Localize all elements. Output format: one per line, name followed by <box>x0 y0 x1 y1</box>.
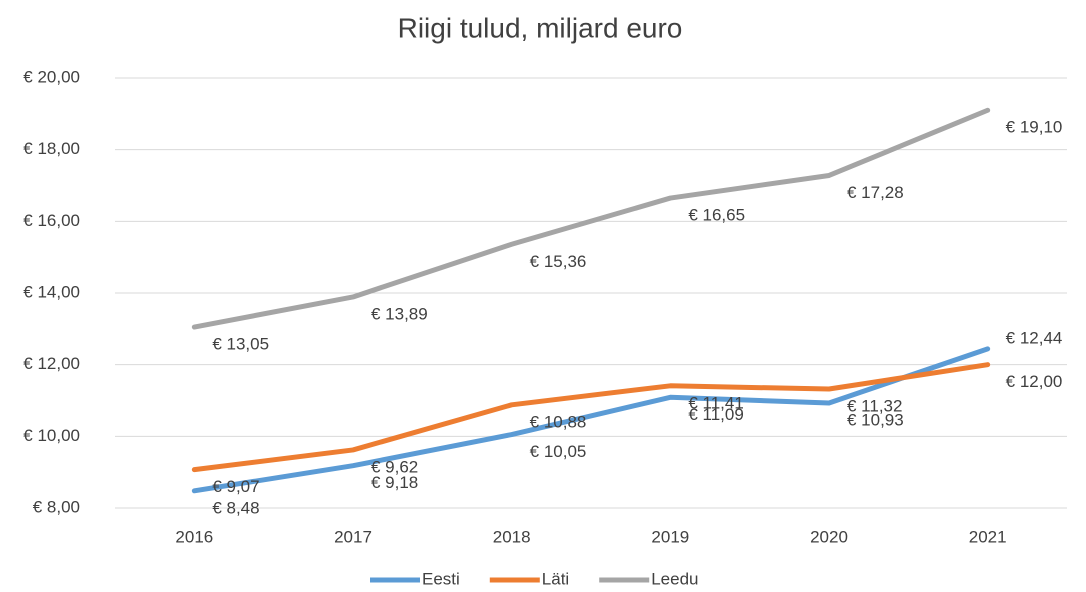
y-tick-label: € 8,00 <box>33 497 80 516</box>
data-label: € 13,89 <box>371 304 428 323</box>
line <box>191 346 991 494</box>
legend-label: Läti <box>542 569 569 588</box>
data-label: € 8,48 <box>212 498 259 517</box>
x-tick-label: 2019 <box>651 527 689 546</box>
line <box>191 107 991 330</box>
x-tick-label: 2020 <box>810 527 848 546</box>
data-label: € 12,00 <box>1006 372 1063 391</box>
data-label: € 9,07 <box>212 477 259 496</box>
data-label: € 10,88 <box>530 412 587 431</box>
data-label: € 19,10 <box>1006 118 1063 137</box>
data-label: € 11,32 <box>847 397 902 416</box>
y-tick-label: € 10,00 <box>23 426 80 445</box>
x-tick-label: 2021 <box>969 527 1007 546</box>
chart-title: Riigi tulud, miljard euro <box>398 12 683 43</box>
data-label: € 10,93 <box>847 410 904 429</box>
data-label: € 15,36 <box>530 252 587 271</box>
x-tick-label: 2018 <box>493 527 531 546</box>
y-tick-label: € 18,00 <box>23 139 80 158</box>
data-label: € 9,62 <box>371 457 418 476</box>
data-label: € 11,41 <box>688 393 743 412</box>
line <box>191 362 991 473</box>
x-tick-label: 2016 <box>175 527 213 546</box>
y-tick-label: € 12,00 <box>23 354 80 373</box>
data-label: € 16,65 <box>688 206 745 225</box>
data-label: € 13,05 <box>212 335 269 354</box>
data-label: € 11,09 <box>688 405 743 424</box>
y-tick-label: € 16,00 <box>23 211 80 230</box>
y-tick-label: € 20,00 <box>23 67 80 86</box>
x-tick-label: 2017 <box>334 527 372 546</box>
data-label: € 17,28 <box>847 183 904 202</box>
legend-label: Eesti <box>422 569 460 588</box>
y-tick-label: € 14,00 <box>23 282 80 301</box>
data-label: € 9,18 <box>371 473 418 492</box>
legend-label: Leedu <box>651 569 698 588</box>
data-label: € 12,44 <box>1006 328 1063 347</box>
data-label: € 10,05 <box>530 442 587 461</box>
